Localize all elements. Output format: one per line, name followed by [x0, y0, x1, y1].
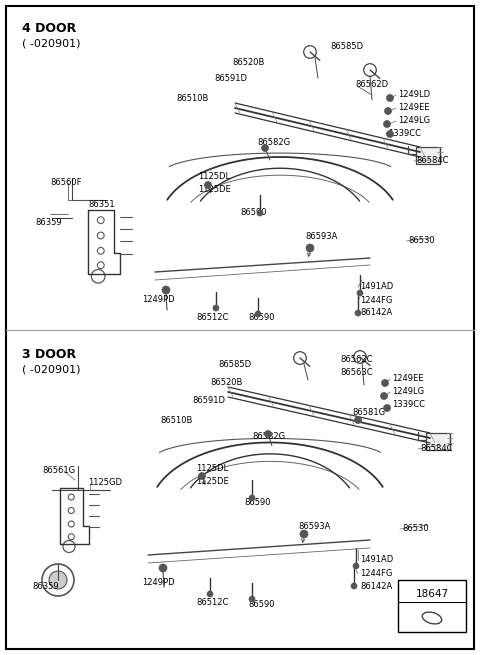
- Circle shape: [257, 210, 263, 216]
- Text: 86561G: 86561G: [42, 466, 75, 475]
- Circle shape: [49, 571, 67, 589]
- Circle shape: [204, 181, 212, 189]
- Text: 1125GD: 1125GD: [88, 478, 122, 487]
- Text: 86351: 86351: [88, 200, 115, 209]
- Text: 1125DL: 1125DL: [196, 464, 228, 473]
- Text: 86590: 86590: [248, 600, 275, 609]
- Text: 1125DE: 1125DE: [196, 477, 229, 486]
- Text: 1249EE: 1249EE: [398, 103, 430, 112]
- Text: 86590: 86590: [244, 498, 271, 507]
- Text: 86593A: 86593A: [298, 522, 330, 531]
- Text: 86562D: 86562D: [355, 80, 388, 89]
- Text: 86590: 86590: [248, 313, 275, 322]
- Circle shape: [306, 244, 314, 252]
- Text: 1249EE: 1249EE: [392, 374, 423, 383]
- Text: 1491AD: 1491AD: [360, 282, 393, 291]
- Circle shape: [249, 495, 255, 501]
- Circle shape: [351, 583, 357, 589]
- Text: 86512C: 86512C: [196, 313, 228, 322]
- Bar: [416, 147, 440, 164]
- Bar: [398, 580, 466, 632]
- Text: 86593A: 86593A: [305, 232, 337, 241]
- Circle shape: [382, 379, 388, 386]
- Circle shape: [353, 563, 359, 569]
- Text: 86520B: 86520B: [232, 58, 264, 67]
- Text: 86510B: 86510B: [160, 416, 192, 425]
- Text: 86582G: 86582G: [252, 432, 285, 441]
- Circle shape: [255, 311, 261, 317]
- Text: 86520B: 86520B: [210, 378, 242, 387]
- Text: 86591D: 86591D: [214, 74, 247, 83]
- Text: 18647: 18647: [415, 589, 449, 599]
- Text: 86142A: 86142A: [360, 308, 392, 317]
- Text: 86585D: 86585D: [330, 42, 363, 51]
- Text: 86530: 86530: [402, 524, 429, 533]
- Text: 1244FG: 1244FG: [360, 569, 392, 578]
- Text: 86510B: 86510B: [176, 94, 208, 103]
- Circle shape: [355, 310, 361, 316]
- Text: 86530: 86530: [408, 236, 434, 245]
- Text: 86584C: 86584C: [420, 444, 453, 453]
- Text: ( -020901): ( -020901): [22, 39, 81, 49]
- Circle shape: [249, 596, 255, 602]
- Circle shape: [384, 121, 391, 128]
- Circle shape: [384, 107, 392, 115]
- Text: 1249LD: 1249LD: [398, 90, 430, 99]
- Text: 86359: 86359: [32, 582, 59, 591]
- Text: ( -020901): ( -020901): [22, 365, 81, 375]
- Text: 1249LG: 1249LG: [398, 116, 430, 125]
- Circle shape: [386, 94, 394, 102]
- Text: 86560F: 86560F: [50, 178, 82, 187]
- Circle shape: [381, 392, 387, 400]
- Text: 1249PD: 1249PD: [142, 578, 175, 587]
- Circle shape: [357, 290, 363, 296]
- Circle shape: [386, 130, 394, 138]
- Text: 86581G: 86581G: [352, 408, 385, 417]
- Circle shape: [262, 145, 268, 151]
- Text: 86563C: 86563C: [340, 368, 372, 377]
- Text: 1244FG: 1244FG: [360, 296, 392, 305]
- Text: 4 DOOR: 4 DOOR: [22, 22, 76, 35]
- Text: 86142A: 86142A: [360, 582, 392, 591]
- Bar: [426, 433, 450, 450]
- Circle shape: [207, 591, 213, 597]
- Circle shape: [199, 472, 205, 479]
- Circle shape: [159, 564, 167, 572]
- Circle shape: [355, 417, 361, 424]
- Text: 86562C: 86562C: [340, 355, 372, 364]
- Text: 86591D: 86591D: [192, 396, 225, 405]
- Text: 86359: 86359: [35, 218, 61, 227]
- Circle shape: [264, 430, 272, 438]
- Text: 86584C: 86584C: [416, 156, 448, 165]
- Text: 86512C: 86512C: [196, 598, 228, 607]
- Text: 1125DL: 1125DL: [198, 172, 230, 181]
- Text: 1339CC: 1339CC: [388, 129, 421, 138]
- Text: 1125DE: 1125DE: [198, 185, 231, 194]
- Circle shape: [213, 305, 219, 311]
- Text: 1249PD: 1249PD: [142, 295, 175, 304]
- Circle shape: [384, 405, 391, 411]
- Text: 1339CC: 1339CC: [392, 400, 425, 409]
- Circle shape: [300, 530, 308, 538]
- Text: 1491AD: 1491AD: [360, 555, 393, 564]
- Text: 86590: 86590: [240, 208, 266, 217]
- Text: 86582G: 86582G: [257, 138, 290, 147]
- Text: 3 DOOR: 3 DOOR: [22, 348, 76, 361]
- Circle shape: [162, 286, 170, 294]
- Text: 86585D: 86585D: [218, 360, 251, 369]
- Text: 1249LG: 1249LG: [392, 387, 424, 396]
